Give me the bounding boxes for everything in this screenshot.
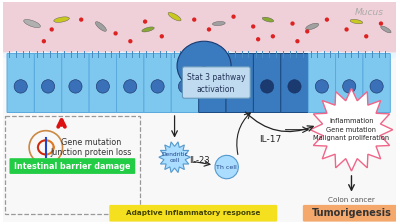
Ellipse shape <box>178 80 192 93</box>
Circle shape <box>364 34 368 39</box>
Circle shape <box>251 24 255 29</box>
FancyBboxPatch shape <box>109 205 277 222</box>
Ellipse shape <box>69 80 82 93</box>
Text: Gene mutation: Gene mutation <box>61 138 121 147</box>
FancyBboxPatch shape <box>199 54 226 112</box>
Ellipse shape <box>14 80 27 93</box>
Ellipse shape <box>168 12 181 21</box>
Circle shape <box>42 39 46 43</box>
Text: Intestinal barrier damage: Intestinal barrier damage <box>14 162 131 170</box>
Bar <box>2 53 396 222</box>
FancyBboxPatch shape <box>62 54 89 112</box>
Circle shape <box>114 31 118 36</box>
Ellipse shape <box>262 17 274 22</box>
Circle shape <box>344 27 349 32</box>
Polygon shape <box>310 88 393 171</box>
Ellipse shape <box>177 41 231 90</box>
FancyBboxPatch shape <box>144 54 171 112</box>
Ellipse shape <box>288 80 301 93</box>
FancyBboxPatch shape <box>281 54 308 112</box>
Circle shape <box>207 27 211 32</box>
Circle shape <box>271 34 275 39</box>
Text: Th cell: Th cell <box>216 165 237 170</box>
Circle shape <box>256 37 260 41</box>
Ellipse shape <box>306 23 319 30</box>
Text: Colon cancer: Colon cancer <box>328 197 375 203</box>
Text: Inflammation
Gene mutation
Malignant proliferation: Inflammation Gene mutation Malignant pro… <box>314 118 390 141</box>
Ellipse shape <box>95 22 106 31</box>
Ellipse shape <box>343 80 356 93</box>
Ellipse shape <box>233 80 246 93</box>
Circle shape <box>160 34 164 39</box>
FancyBboxPatch shape <box>116 54 144 112</box>
Circle shape <box>143 19 147 24</box>
Ellipse shape <box>124 80 137 93</box>
Ellipse shape <box>260 80 274 93</box>
Ellipse shape <box>24 19 40 28</box>
Circle shape <box>50 27 54 32</box>
Ellipse shape <box>350 19 363 24</box>
Circle shape <box>231 15 236 19</box>
Ellipse shape <box>315 80 328 93</box>
FancyBboxPatch shape <box>226 54 254 112</box>
Circle shape <box>290 21 295 26</box>
Circle shape <box>295 39 300 43</box>
Ellipse shape <box>54 17 69 22</box>
FancyBboxPatch shape <box>10 158 135 174</box>
Text: Junction protein loss: Junction protein loss <box>50 148 132 157</box>
Ellipse shape <box>96 80 110 93</box>
FancyBboxPatch shape <box>89 54 116 112</box>
Circle shape <box>379 21 383 26</box>
Text: Stat 3 pathway
activation: Stat 3 pathway activation <box>187 73 245 94</box>
FancyBboxPatch shape <box>34 54 62 112</box>
Circle shape <box>79 17 83 22</box>
FancyBboxPatch shape <box>171 54 199 112</box>
Ellipse shape <box>142 27 154 32</box>
FancyBboxPatch shape <box>254 54 281 112</box>
Circle shape <box>305 29 310 34</box>
Ellipse shape <box>151 80 164 93</box>
Ellipse shape <box>212 22 225 26</box>
Text: IL-17: IL-17 <box>259 135 281 144</box>
Circle shape <box>325 17 329 22</box>
FancyBboxPatch shape <box>336 54 363 112</box>
Polygon shape <box>2 52 396 58</box>
Text: IL-23: IL-23 <box>189 156 210 165</box>
Ellipse shape <box>206 80 219 93</box>
Bar <box>2 2 396 53</box>
Bar <box>4 116 140 214</box>
Polygon shape <box>159 142 190 172</box>
Text: Mucus: Mucus <box>355 8 384 17</box>
Text: Dendritic
cell: Dendritic cell <box>161 152 188 163</box>
Polygon shape <box>215 155 238 179</box>
Circle shape <box>192 17 196 22</box>
FancyBboxPatch shape <box>303 205 400 222</box>
Ellipse shape <box>42 80 55 93</box>
Circle shape <box>128 39 132 43</box>
Text: Tumorigenesis: Tumorigenesis <box>312 208 392 218</box>
Ellipse shape <box>195 67 213 81</box>
FancyBboxPatch shape <box>182 67 250 98</box>
FancyBboxPatch shape <box>363 54 390 112</box>
Text: Adaptive inflammatory response: Adaptive inflammatory response <box>126 210 260 216</box>
FancyBboxPatch shape <box>7 54 34 112</box>
Ellipse shape <box>381 26 391 33</box>
FancyBboxPatch shape <box>308 54 336 112</box>
Ellipse shape <box>370 80 383 93</box>
